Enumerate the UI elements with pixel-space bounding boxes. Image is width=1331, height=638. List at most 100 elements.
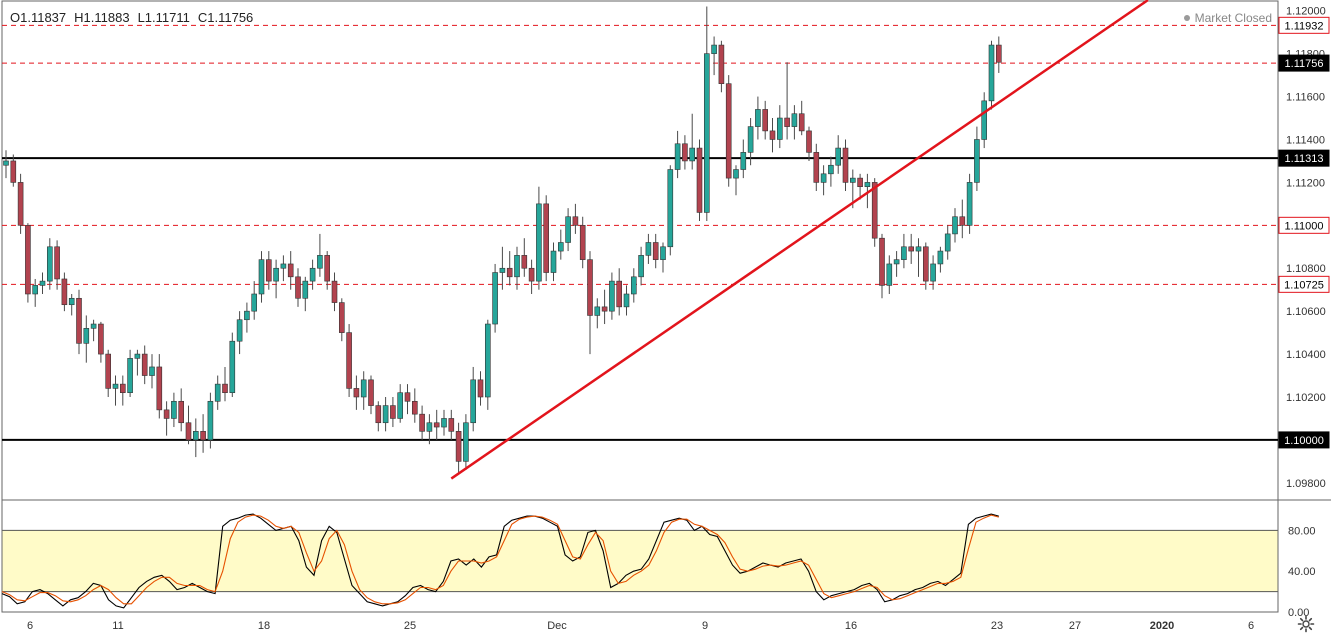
candle-body [937,250,944,265]
candle-body [455,431,462,462]
candle-body [10,160,17,183]
candle-body [616,280,623,308]
candle-body [506,267,513,278]
candle-body [171,400,177,419]
high-value: H1.11883 [74,10,130,25]
candle-body [178,400,184,424]
price-label-box [1278,54,1330,72]
price-label-box [1278,431,1330,449]
candle-body [68,297,75,306]
candle-body [784,117,790,127]
candle-body [324,255,331,282]
candle-body [338,302,345,333]
price-label-text: 1.11756 [1285,58,1324,70]
candle-body [419,413,425,432]
candle-body [959,216,966,226]
x-tick-label: 18 [258,620,270,632]
stoch-band [2,530,1278,592]
candle-body [112,383,119,389]
candle-body [579,225,586,260]
candle-body [54,246,60,280]
grid-layer [1,0,1331,613]
candle-body [375,405,382,424]
candle-body [463,422,469,462]
candle-body [689,147,696,162]
candle-body [258,259,265,295]
price-label-text: 1.10725 [1284,279,1324,291]
candle-body [222,383,228,394]
candle-body [835,147,842,166]
candle-body [317,255,323,269]
candle-body [609,280,615,312]
y-tick-label: 1.09800 [1286,478,1326,490]
candle-body [871,182,878,239]
stoch-tick-label: 0.00 [1288,607,1309,619]
candle-body [806,130,812,153]
candle-body [3,160,9,166]
open-value: O1.11837 [10,10,67,25]
candle-body [601,306,608,312]
close-value: C1.11756 [197,10,254,25]
market-status: Market Closed [1183,11,1272,25]
candle-body [645,242,652,256]
y-tick-label: 1.10600 [1286,306,1326,318]
candle-body [98,323,104,355]
candle-body [426,422,433,432]
candle-body [265,259,272,282]
candle-body [966,182,973,226]
candle-body [200,431,206,441]
candle-body [762,109,769,132]
y-tick-label: 1.11200 [1286,177,1325,189]
candle-body [652,242,659,260]
candle-body [214,383,221,402]
candle-body [594,306,601,316]
candle-body [46,246,53,282]
candle-body [930,263,936,282]
candle-body [536,203,542,282]
trendline-layer[interactable] [450,0,1149,480]
candle-body [207,400,214,441]
y-tick-label: 1.10800 [1286,263,1326,275]
candle-body [287,263,294,278]
x-tick-label: 27 [1069,620,1081,632]
candle-body [105,353,111,389]
candle-body [543,203,550,273]
candle-body [674,143,681,170]
candle-body [703,53,710,213]
plot-frame [1,0,1279,613]
price-label-box [1278,216,1330,234]
y-tick-label: 1.11600 [1286,92,1325,104]
candle-body [711,44,717,54]
price-label-box [1278,275,1330,293]
candle-body [988,44,995,102]
candle-body [251,293,257,312]
candle-body [528,267,535,282]
gear-icon[interactable] [1297,615,1315,633]
trendline[interactable] [450,0,1149,480]
candle-body [127,358,133,394]
candle-body [587,259,593,316]
candle-body [755,109,761,127]
y-tick-label: 1.12000 [1286,6,1326,18]
x-tick-label: 11 [112,620,123,632]
candle-body [514,255,520,278]
y-tick-label: 1.11400 [1286,134,1325,146]
y-tick-label: 1.10400 [1286,349,1326,361]
candle-body [309,267,316,282]
candle-body [499,267,506,273]
candle-body [492,272,498,325]
x-tick-label: 9 [702,620,708,632]
candle-body [769,130,776,140]
candle-body [995,44,1002,63]
candle-body [813,152,820,183]
ohlc-readout: O1.11837 H1.11883 L1.11711 C1.11756 [10,10,261,25]
candle-body [944,233,951,252]
candle-body [141,353,148,376]
price-label-box [1278,16,1330,34]
x-tick-label: 16 [845,620,857,632]
candle-body [229,340,236,394]
candle-body [791,113,798,127]
candle-body [156,366,163,411]
candle-body [747,126,754,153]
